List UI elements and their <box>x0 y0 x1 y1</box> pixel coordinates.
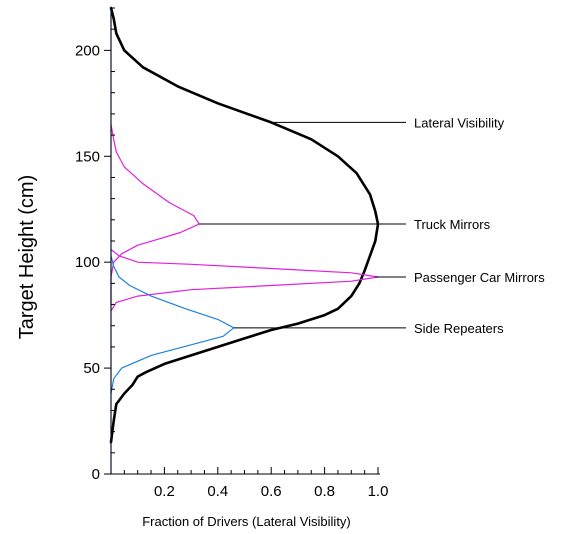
series-truck-mirrors-line <box>110 123 200 306</box>
annotations: Lateral Visibility Truck Mirrors Passenger… <box>199 115 545 336</box>
y-axis-label: Target Height (cm) <box>16 175 38 340</box>
y-tick-label: 0 <box>92 466 100 483</box>
y-tick-label: 150 <box>75 148 100 165</box>
x-tick-label: 0.2 <box>154 483 175 500</box>
series-passenger-car-mirrors-line <box>110 248 379 312</box>
tick-marks <box>104 7 379 475</box>
annotation-label-side-repeaters: Side Repeaters <box>414 321 504 336</box>
series-lateral-visibility-line <box>109 6 380 444</box>
y-tick-label: 50 <box>83 360 100 377</box>
y-tick-label: 100 <box>75 254 100 271</box>
annotation-label-passenger-car-mirrors: Passenger Car Mirrors <box>414 270 545 285</box>
x-tick-label: 0.8 <box>314 483 335 500</box>
axes: 0 50 100 150 200 0.2 0.4 0.6 0.8 1.0 <box>75 8 388 500</box>
annotation-label-truck-mirrors: Truck Mirrors <box>414 217 491 232</box>
x-tick-label: 1.0 <box>368 483 389 500</box>
x-axis-label: Fraction of Drivers (Lateral Visibility) <box>142 514 351 529</box>
x-tick-label: 0.6 <box>261 483 282 500</box>
y-tick-label: 200 <box>75 42 100 59</box>
data-curves <box>109 6 380 475</box>
x-tick-label: 0.4 <box>207 483 228 500</box>
series-side-repeaters-line <box>110 255 235 395</box>
annotation-label-lateral-visibility: Lateral Visibility <box>414 115 505 130</box>
